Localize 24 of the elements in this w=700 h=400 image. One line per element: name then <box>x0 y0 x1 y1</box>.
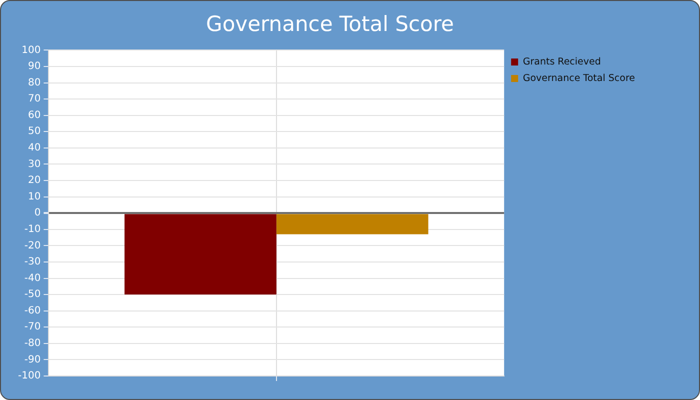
y-tick-label: 80 <box>28 77 41 88</box>
y-tick-label: -100 <box>18 370 41 382</box>
y-tick-label: 70 <box>28 94 41 105</box>
y-tick-label: -70 <box>24 322 41 333</box>
y-tick-label: 30 <box>28 158 41 170</box>
y-tick-label: 20 <box>28 175 41 186</box>
y-tick-label: -30 <box>24 256 41 268</box>
y-tick-label: -60 <box>24 305 41 316</box>
y-tick-label: 0 <box>34 208 41 219</box>
y-tick-label: -90 <box>24 354 41 366</box>
y-tick-label: 10 <box>28 191 41 202</box>
legend-label: Grants Recieved <box>522 56 601 68</box>
y-tick-label: 90 <box>28 61 41 72</box>
legend-label: Governance Total Score <box>522 72 636 84</box>
y-tick-label: 50 <box>28 126 41 138</box>
y-tick-label: -20 <box>24 240 41 252</box>
y-tick-label: -80 <box>24 338 41 350</box>
y-tick-label: -40 <box>24 272 41 284</box>
y-tick-label: -50 <box>24 289 41 300</box>
y-tick-label: 40 <box>28 142 41 154</box>
chart-title: Governance Total Score <box>206 12 454 36</box>
y-tick-label: 60 <box>28 110 41 121</box>
y-tick-label: 100 <box>22 44 41 56</box>
y-tick-label: -10 <box>24 224 41 235</box>
